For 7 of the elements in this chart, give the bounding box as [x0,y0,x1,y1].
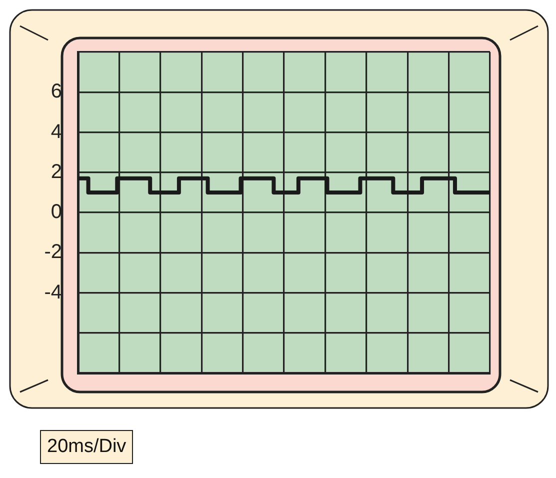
y-tick-label: 2 [50,160,62,183]
y-tick-label: 0 [50,201,62,224]
y-tick-label: -2 [44,241,62,264]
y-tick-label: 4 [50,120,62,143]
y-tick-label: -4 [44,281,62,304]
text: 20ms/Div [40,430,134,464]
y-tick-label: 6 [50,80,62,103]
